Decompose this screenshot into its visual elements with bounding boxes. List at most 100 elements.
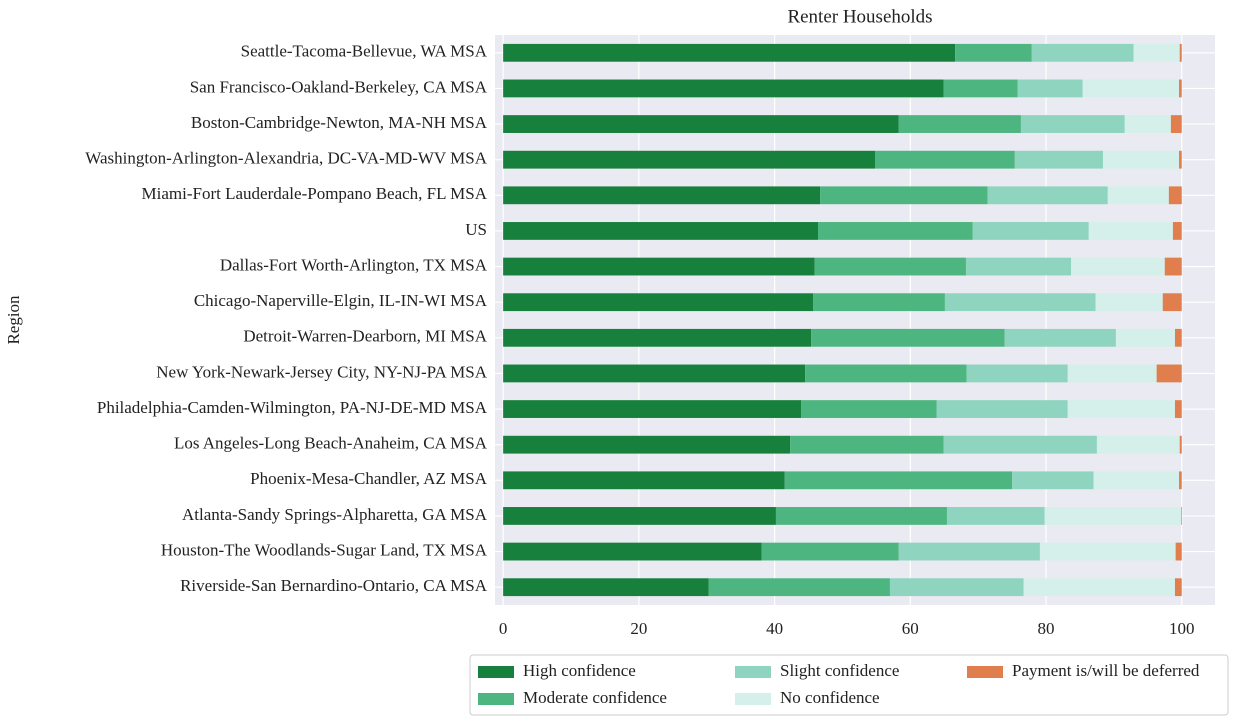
y-tick-label: Boston-Cambridge-Newton, MA-NH MSA (191, 113, 488, 132)
bar-segment (503, 222, 819, 240)
bar-segment (1067, 364, 1157, 383)
bar-segment (1179, 43, 1182, 62)
bar-segment (946, 507, 1045, 525)
y-tick-label: Washington-Arlington-Alexandria, DC-VA-M… (85, 149, 487, 168)
bar-segment (1017, 79, 1083, 98)
bar-segment (1172, 222, 1182, 240)
legend-label: No confidence (780, 688, 880, 707)
bar-segment (1093, 471, 1180, 490)
bar-segment (503, 150, 876, 169)
bar-segment (1095, 293, 1163, 312)
bar-segment (898, 115, 1021, 133)
bar-segment (1174, 328, 1182, 347)
bar-segment (889, 578, 1024, 597)
bar-segment (503, 507, 776, 525)
x-tick-label: 60 (902, 619, 919, 638)
bar-segment (955, 43, 1032, 62)
bar-segment (1082, 79, 1180, 98)
bar-segment (1179, 435, 1182, 454)
y-tick-label: US (465, 220, 487, 239)
bar-segment (503, 79, 944, 98)
bar-segment (987, 186, 1108, 205)
bar-segment (1031, 43, 1134, 62)
y-tick-label: Dallas-Fort Worth-Arlington, TX MSA (220, 255, 488, 274)
bar-segment (790, 435, 944, 454)
bar-segment (1023, 578, 1175, 597)
bar-segment (966, 364, 1068, 383)
bar-segment (875, 150, 1015, 169)
bar-segment (1175, 542, 1182, 561)
bar-segment (1170, 115, 1182, 133)
bar-segment (1179, 471, 1182, 490)
bar-segment (503, 400, 802, 418)
bar-segment (503, 364, 806, 383)
y-axis-label: Region (4, 295, 23, 345)
y-tick-label: Atlanta-Sandy Springs-Alpharetta, GA MSA (182, 505, 488, 524)
bar-segment (503, 471, 785, 490)
y-tick-label: Los Angeles-Long Beach-Anaheim, CA MSA (174, 434, 488, 453)
bar-segment (936, 400, 1068, 418)
bar-segment (1133, 43, 1180, 62)
bar-segment (1096, 435, 1180, 454)
bar-segment (1071, 257, 1165, 276)
bar-segment (1115, 328, 1175, 347)
bar-segment (1088, 222, 1173, 240)
bar-segment (784, 471, 1013, 490)
bar-segment (943, 79, 1018, 98)
legend-label: Moderate confidence (523, 688, 667, 707)
bar-segment (1020, 115, 1125, 133)
legend-swatch (478, 666, 514, 678)
bar-segment (898, 542, 1040, 561)
x-tick-label: 20 (630, 619, 647, 638)
legend-label: Payment is/will be deferred (1012, 661, 1200, 680)
bar-segment (965, 257, 1072, 276)
bar-segment (503, 115, 899, 133)
legend-swatch (478, 693, 514, 705)
bar-segment (820, 186, 988, 205)
bar-segment (811, 328, 1005, 347)
y-tick-label: Seattle-Tacoma-Bellevue, WA MSA (241, 42, 488, 61)
y-tick-label: Phoenix-Mesa-Chandler, AZ MSA (250, 469, 488, 488)
y-tick-label: Philadelphia-Camden-Wilmington, PA-NJ-DE… (97, 398, 488, 417)
bar-segment (503, 328, 812, 347)
y-tick-label: Riverside-San Bernardino-Ontario, CA MSA (180, 576, 488, 595)
legend-swatch (735, 693, 771, 705)
bar-segment (1162, 293, 1182, 312)
bar-segment (1067, 400, 1175, 418)
legend-label: High confidence (523, 661, 636, 680)
y-tick-label: Chicago-Naperville-Elgin, IL-IN-WI MSA (194, 291, 488, 310)
bar-segment (814, 257, 966, 276)
bar-segment (1174, 578, 1182, 597)
bar-segment (1107, 186, 1169, 205)
y-tick-label: Miami-Fort Lauderdale-Pompano Beach, FL … (142, 184, 488, 203)
bar-segment (503, 293, 814, 312)
bar-segment (1012, 471, 1094, 490)
bar-segment (818, 222, 973, 240)
bar-segment (503, 43, 956, 62)
bar-segment (1039, 542, 1176, 561)
bar-segment (775, 507, 947, 525)
bar-segment (805, 364, 967, 383)
legend-swatch (735, 666, 771, 678)
bar-segment (1014, 150, 1104, 169)
bar-segment (503, 542, 762, 561)
x-tick-label: 0 (499, 619, 508, 638)
bar-segment (503, 578, 709, 597)
legend-swatch (967, 666, 1003, 678)
bar-segment (503, 186, 821, 205)
x-tick-label: 100 (1169, 619, 1195, 638)
bar-segment (1156, 364, 1182, 383)
x-tick-label: 80 (1038, 619, 1055, 638)
bar-segment (708, 578, 890, 597)
bar-segment (1164, 257, 1182, 276)
bar-segment (801, 400, 937, 418)
y-tick-label: San Francisco-Oakland-Berkeley, CA MSA (190, 77, 488, 96)
bar-segment (1179, 150, 1182, 169)
bar-segment (972, 222, 1089, 240)
bar-segment (761, 542, 899, 561)
bar-segment (1124, 115, 1171, 133)
bar-segment (1174, 400, 1182, 418)
chart-title: Renter Households (787, 6, 932, 27)
bar-segment (1103, 150, 1180, 169)
legend-label: Slight confidence (780, 661, 899, 680)
